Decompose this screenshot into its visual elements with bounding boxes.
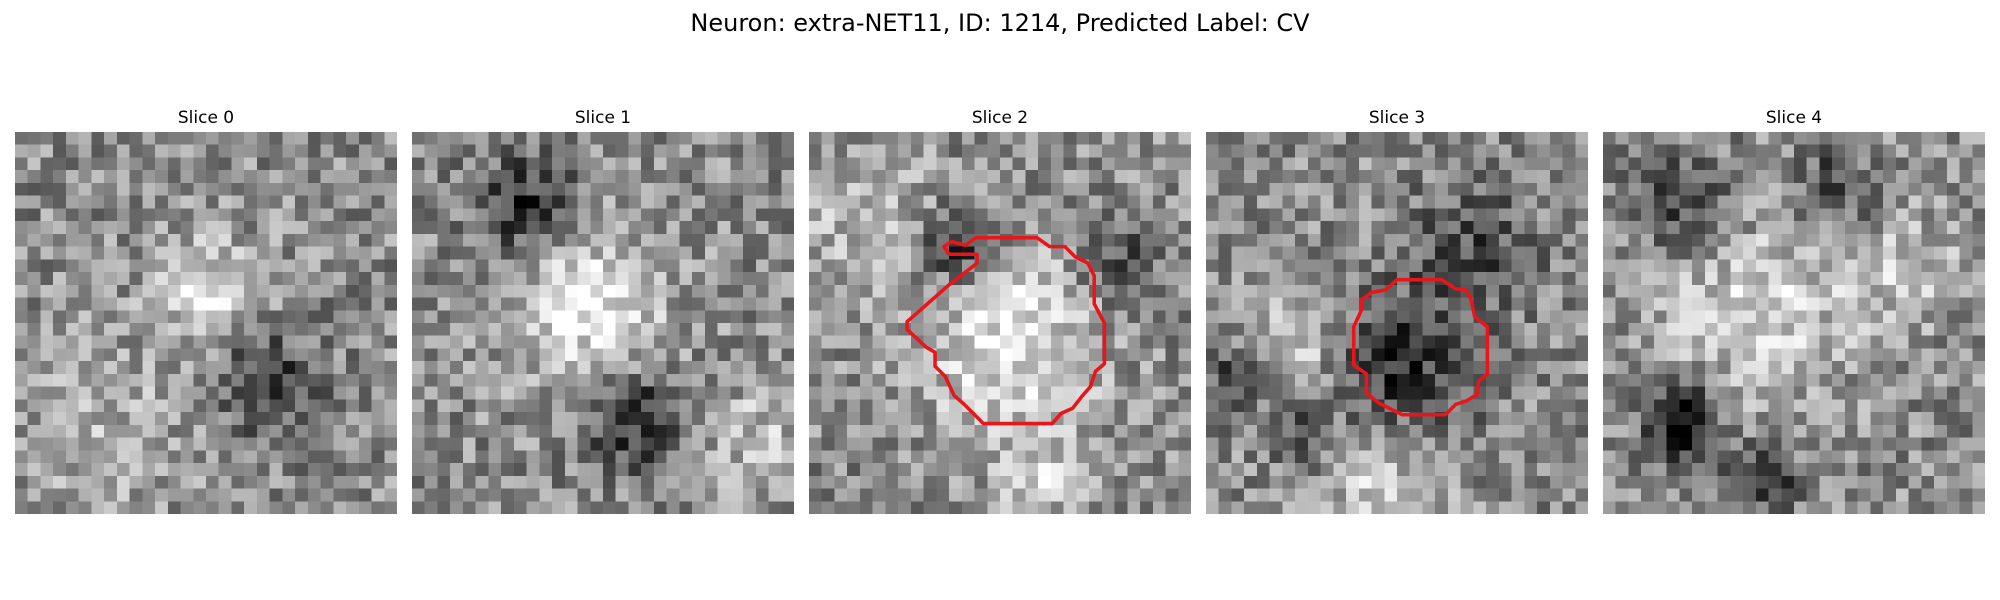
pixel-grid	[15, 132, 397, 514]
pixel-grid	[1603, 132, 1985, 514]
slice-panel-4: Slice 4	[1603, 104, 1985, 514]
pixel-grid	[1206, 132, 1588, 514]
pixel-grid	[412, 132, 794, 514]
slice-title: Slice 3	[1368, 108, 1426, 128]
pixel-grid	[809, 132, 1191, 514]
slice-panel-3: Slice 3	[1206, 104, 1588, 514]
slice-image	[412, 132, 794, 514]
segmentation-contour	[1351, 277, 1490, 417]
segmentation-contour	[905, 235, 1107, 426]
slice-panel-1: Slice 1	[412, 104, 794, 514]
slice-image	[809, 132, 1191, 514]
slice-title: Slice 4	[1765, 108, 1823, 128]
slice-panel-0: Slice 0	[15, 104, 397, 514]
slice-image	[1603, 132, 1985, 514]
slice-title: Slice 0	[177, 108, 235, 128]
slice-image	[15, 132, 397, 514]
slice-title: Slice 1	[574, 108, 632, 128]
slice-panel-2: Slice 2	[809, 104, 1191, 514]
figure-title: Neuron: extra-NET11, ID: 1214, Predicted…	[690, 9, 1310, 37]
slice-title: Slice 2	[971, 108, 1029, 128]
slice-image	[1206, 132, 1588, 514]
